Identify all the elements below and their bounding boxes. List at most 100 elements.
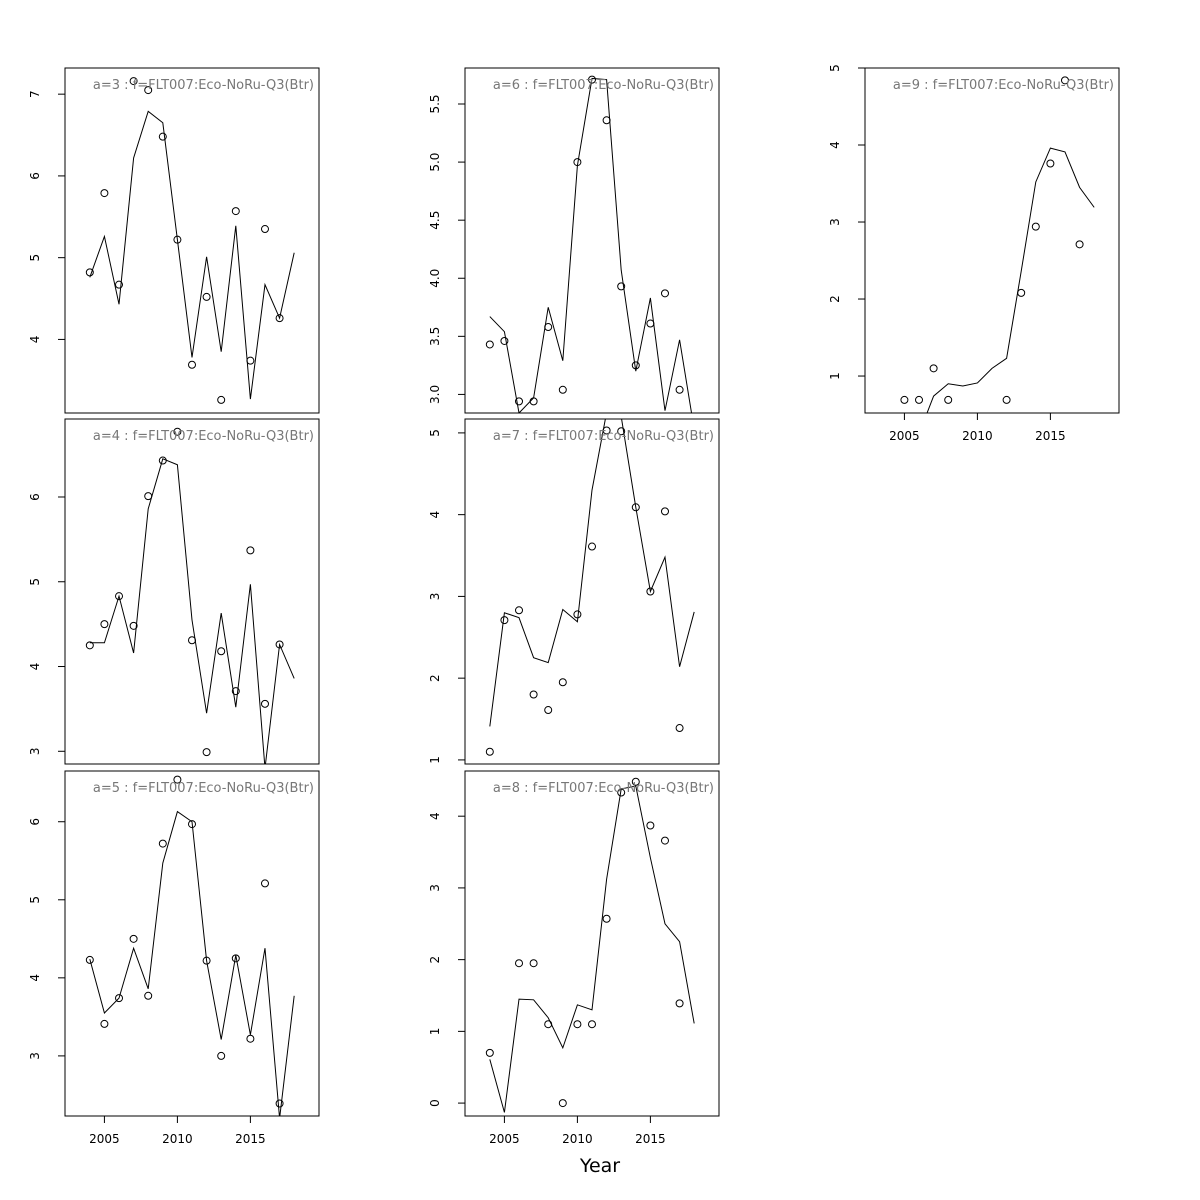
point	[646, 821, 655, 830]
point	[144, 492, 153, 501]
y-tick-label: 2	[428, 674, 442, 682]
panel: 4 5 6 7 a=3 : f=FLT007:Eco-NoRu-Q3(Btr)	[28, 67, 320, 414]
panel: 3.0 3.5 4.0 4.5 5.0 5.5 a=6 : f=FLT007:Eco-NoR…	[428, 67, 720, 414]
point	[515, 606, 524, 615]
fitted-line	[489, 77, 693, 413]
point	[485, 1048, 494, 1057]
point	[275, 314, 284, 323]
y-tick-label: 3	[28, 747, 42, 755]
x-tick-label: 2010	[962, 429, 993, 443]
panel: 3 4 5 6 2005 2010 2015 a=5 : f=FLT007:Eco-NoRu-…	[28, 770, 320, 1146]
point	[544, 706, 553, 715]
point	[260, 699, 269, 708]
y-tick-label: 4	[28, 974, 42, 982]
point	[100, 189, 109, 198]
x-axis-label: Year	[579, 1155, 620, 1177]
y-tick-label: 5	[828, 64, 842, 72]
plot-frame	[464, 770, 720, 1117]
plot-area	[85, 427, 295, 764]
point	[1002, 395, 1011, 404]
y-tick-label: 5.0	[428, 153, 442, 172]
point	[485, 340, 494, 349]
point	[588, 542, 596, 551]
point	[675, 999, 684, 1008]
panel: 0 1 2 3 4 2005 2010 2015 a=8 : f=FLT007:Eco-NoRu…	[428, 770, 720, 1146]
panel-title: a=5 : f=FLT007:Eco-NoRu-Q3(Btr)	[93, 781, 314, 796]
panel-title: a=6 : f=FLT007:Eco-NoRu-Q3(Btr)	[493, 78, 714, 93]
point	[660, 289, 669, 298]
x-tick-label: 2015	[635, 1132, 666, 1146]
y-tick-label: 1	[428, 756, 442, 764]
x-tick-label: 2010	[562, 1132, 593, 1146]
point	[275, 1099, 284, 1108]
point	[558, 1099, 567, 1108]
point	[915, 395, 924, 404]
point	[115, 280, 124, 289]
plot-area	[85, 77, 295, 404]
point	[631, 777, 640, 786]
plot-frame	[64, 67, 320, 414]
fitted-line	[89, 810, 295, 1116]
plot-frame	[464, 67, 720, 414]
point	[529, 959, 538, 968]
fitted-line	[89, 458, 295, 764]
point	[515, 397, 524, 406]
point	[173, 427, 182, 436]
point	[944, 395, 953, 404]
y-tick-label: 7	[28, 90, 42, 98]
plot-frame	[64, 418, 320, 765]
point	[129, 934, 138, 943]
point	[202, 748, 211, 757]
y-tick-label: 6	[28, 818, 42, 826]
x-tick-label: 2015	[235, 1132, 266, 1146]
point	[573, 610, 582, 619]
y-tick-label: 3	[828, 218, 842, 226]
point	[1046, 159, 1055, 168]
point	[617, 282, 626, 291]
point	[246, 356, 255, 365]
point	[529, 690, 538, 699]
point	[1060, 76, 1069, 85]
point	[617, 427, 626, 436]
plot-area	[485, 75, 693, 413]
y-tick-label: 1	[828, 372, 842, 380]
point	[573, 1020, 582, 1029]
point	[660, 507, 669, 516]
y-tick-label: 4	[428, 812, 442, 820]
point	[158, 839, 167, 848]
point	[1031, 222, 1040, 231]
panel-title: a=8 : f=FLT007:Eco-NoRu-Q3(Btr)	[493, 781, 714, 796]
y-tick-label: 3.0	[428, 385, 442, 404]
point	[260, 879, 269, 888]
y-tick-label: 4	[28, 336, 42, 344]
y-tick-label: 4	[828, 141, 842, 149]
panel-title: a=7 : f=FLT007:Eco-NoRu-Q3(Btr)	[493, 429, 714, 444]
y-tick-label: 6	[28, 172, 42, 180]
plot-area	[485, 777, 695, 1113]
point	[246, 546, 255, 555]
point	[231, 954, 240, 963]
point	[217, 395, 226, 404]
plot-frame	[64, 770, 320, 1117]
y-tick-label: 5	[28, 254, 42, 262]
point	[129, 621, 138, 630]
point	[900, 395, 909, 404]
point	[100, 1019, 109, 1028]
point	[202, 292, 211, 301]
point	[588, 75, 596, 84]
point	[588, 1020, 596, 1029]
point	[500, 616, 509, 625]
y-tick-label: 4	[428, 511, 442, 519]
point	[675, 385, 684, 394]
point	[188, 360, 196, 369]
y-tick-label: 3	[28, 1052, 42, 1060]
point	[85, 641, 94, 650]
point	[500, 336, 509, 345]
x-tick-label: 2005	[89, 1132, 120, 1146]
plot-frame	[464, 418, 720, 765]
point	[646, 587, 655, 596]
y-tick-label: 5	[428, 429, 442, 437]
point	[660, 836, 669, 845]
y-tick-label: 3	[428, 884, 442, 892]
point	[929, 364, 938, 373]
